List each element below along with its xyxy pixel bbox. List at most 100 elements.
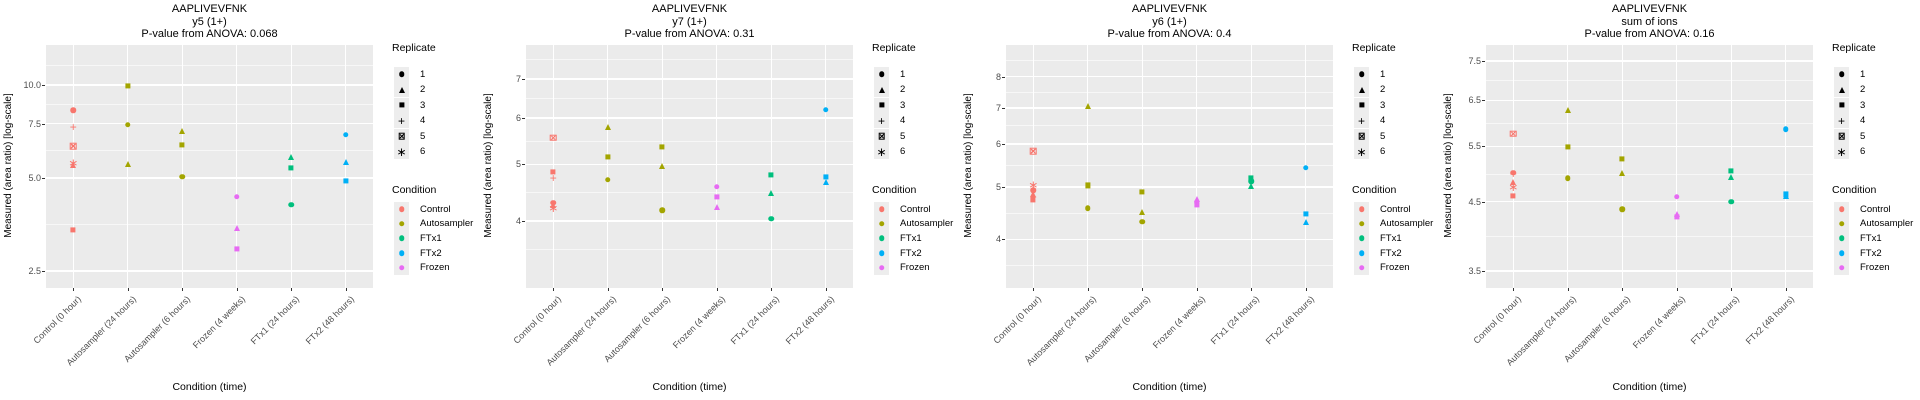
gridline-vertical — [1250, 45, 1252, 288]
y-tick-label: 4 — [995, 234, 1001, 245]
y-tick-mark — [522, 220, 525, 222]
gridline-major — [526, 78, 853, 80]
gridline-minor — [526, 97, 853, 99]
gridline-minor — [1006, 60, 1333, 62]
gridline-major — [1006, 238, 1333, 240]
plot-area — [46, 45, 373, 288]
gridline-vertical — [1567, 45, 1569, 288]
replicate-legend-label: 6 — [900, 146, 906, 157]
condition-legend-label: Frozen — [1380, 262, 1410, 274]
replicate-legend-label: 2 — [1380, 84, 1386, 95]
gridline-minor — [46, 65, 373, 67]
plus-icon: + — [877, 113, 886, 128]
replicate-legend-label: 1 — [420, 68, 426, 80]
condition-legend-label: Frozen — [1860, 262, 1890, 274]
condition-color-icon — [1838, 235, 1845, 242]
x-tick-mark — [1087, 288, 1089, 291]
panel-title-ion: y6 (1+) — [1152, 15, 1187, 28]
y-tick-label: 6 — [515, 112, 521, 123]
data-point — [1139, 189, 1145, 195]
square-cross-icon — [1838, 132, 1845, 140]
data-point — [179, 128, 186, 135]
legend-key — [1354, 113, 1369, 128]
panel-sum-of-ions: AAPLIVEVFNK sum of ions P-value from ANOVA… — [1440, 0, 1920, 400]
data-point — [605, 154, 611, 160]
condition-legend-title: Condition — [1832, 184, 1877, 196]
data-point — [1674, 214, 1680, 220]
square-icon — [1838, 102, 1845, 108]
x-axis-title: Condition (time) — [1132, 381, 1207, 393]
data-point — [1030, 187, 1036, 193]
gridline-vertical — [825, 45, 827, 288]
data-point — [70, 107, 76, 113]
data-point — [233, 224, 240, 231]
condition-color-icon — [878, 235, 885, 242]
data-point — [1139, 218, 1145, 225]
replicate-legend-label: 6 — [1380, 146, 1386, 157]
condition-legend-label: FTx2 — [420, 247, 442, 259]
asterisk-icon: ∗ — [1836, 144, 1847, 159]
condition-legend-label: Frozen — [900, 262, 930, 274]
panel-title-block: AAPLIVEVFNK sum of ions P-value from ANOVA… — [1486, 3, 1813, 41]
x-tick-mark — [1513, 288, 1515, 291]
condition-legend-label: Autosampler — [900, 218, 954, 230]
condition-color-icon — [398, 206, 405, 212]
data-point — [713, 204, 720, 211]
condition-color-icon — [878, 265, 885, 271]
data-point — [1619, 156, 1625, 162]
panel-title-peptide: AAPLIVEVFNK — [1131, 3, 1208, 15]
data-point — [1565, 175, 1571, 182]
condition-legend-label: FTx1 — [1380, 232, 1402, 244]
replicate-legend-label: 5 — [900, 130, 906, 142]
data-point — [1728, 168, 1734, 174]
data-point — [1728, 174, 1735, 181]
data-point — [1783, 126, 1789, 132]
data-point — [1248, 178, 1254, 185]
y-tick-label: 7.5 — [1468, 56, 1481, 67]
panel-title-block: AAPLIVEVFNK y6 (1+) P-value from ANOVA: 0.… — [1006, 3, 1333, 41]
replicate-legend-label: 6 — [420, 146, 426, 157]
y-tick-mark — [522, 78, 525, 80]
condition-color-icon — [398, 265, 405, 271]
replicate-legend-label: 2 — [900, 84, 906, 95]
condition-color-icon — [398, 235, 405, 242]
data-point — [288, 154, 295, 160]
x-tick-mark — [1033, 288, 1035, 291]
y-tick-label: 5 — [995, 181, 1001, 192]
y-tick-label: 3.5 — [1468, 265, 1481, 276]
asterisk-icon: ∗ — [876, 144, 887, 159]
data-point — [179, 142, 185, 148]
x-tick-mark — [607, 288, 609, 291]
condition-legend-label: FTx1 — [1860, 232, 1882, 244]
condition-legend-label: Autosampler — [1860, 218, 1914, 230]
y-tick-label: 7.5 — [28, 118, 41, 129]
replicate-legend-label: 3 — [1380, 99, 1386, 111]
condition-color-icon — [1838, 206, 1845, 212]
data-point — [288, 165, 294, 171]
data-point — [549, 134, 557, 142]
gridline-major — [1006, 107, 1333, 109]
replicate-legend-label: 1 — [900, 68, 906, 80]
x-axis-title: Condition (time) — [172, 381, 247, 393]
x-tick-mark — [291, 288, 293, 291]
data-point — [1194, 202, 1200, 208]
square-icon — [878, 102, 885, 108]
gridline-minor — [1006, 91, 1333, 93]
plus-icon: + — [1837, 113, 1846, 128]
data-point: + — [69, 120, 77, 135]
gridline-major — [1006, 186, 1333, 188]
gridline-vertical — [607, 45, 609, 288]
gridline-vertical — [345, 45, 347, 288]
x-tick-mark — [345, 288, 347, 291]
gridline-major — [526, 220, 853, 222]
gridline-minor — [1486, 80, 1813, 82]
y-tick-mark — [1482, 270, 1485, 272]
data-point — [70, 162, 77, 169]
condition-color-icon — [1838, 250, 1845, 256]
data-point — [124, 161, 131, 168]
replicate-legend-label: 3 — [900, 99, 906, 111]
square-cross-icon — [398, 132, 405, 140]
condition-color-icon — [1358, 235, 1365, 242]
legend-key — [1834, 113, 1849, 128]
x-tick-mark — [1622, 288, 1624, 291]
